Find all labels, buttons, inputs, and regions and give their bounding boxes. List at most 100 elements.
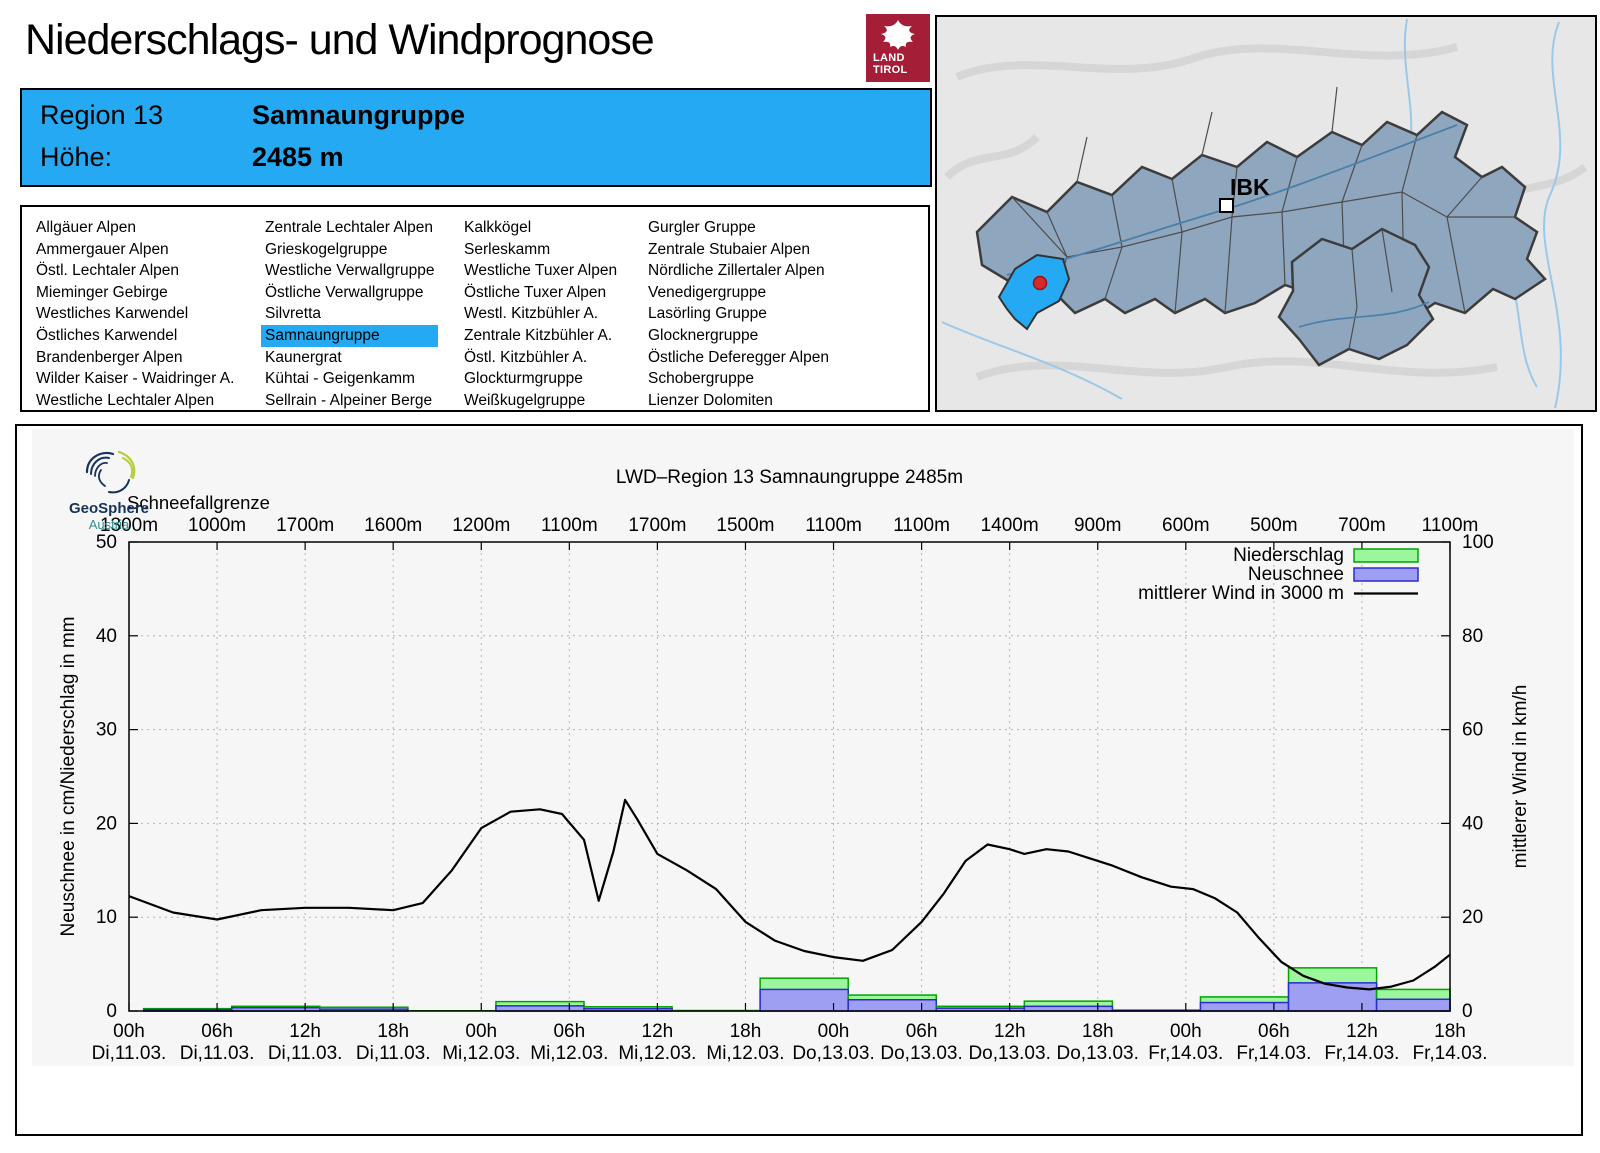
- xtick-date-label: Fr,14.03.: [1148, 1043, 1223, 1064]
- region-list-item[interactable]: Lasörling Gruppe: [648, 305, 767, 323]
- region-list-item[interactable]: Östliche Tuxer Alpen: [464, 283, 607, 301]
- ylabel-left: Neuschnee in cm/Niederschlag in mm: [58, 617, 79, 937]
- plot-background: [32, 429, 1574, 1066]
- snowline-value: 1200m: [452, 515, 510, 536]
- region-list-item[interactable]: Östliche Deferegger Alpen: [648, 348, 829, 366]
- region-list-item[interactable]: Venedigergruppe: [648, 283, 767, 301]
- geosphere-logo: GeoSphere Austria: [54, 446, 164, 532]
- region-list-item[interactable]: Östliches Karwendel: [36, 326, 178, 344]
- region-list-column-1: Zentrale Lechtaler Alpen Grieskogelgruppe…: [261, 217, 439, 411]
- snowline-value: 1300m: [100, 515, 158, 536]
- xtick-date-label: Do,13.03.: [880, 1043, 962, 1064]
- map-samnaungruppe-highlight[interactable]: [997, 253, 1071, 331]
- xtick-date-label: Fr,14.03.: [1324, 1043, 1399, 1064]
- ibk-marker: [1219, 198, 1234, 213]
- region-list-item[interactable]: Kühtai - Geigenkamm: [265, 370, 415, 388]
- xtick-time-label: 12h: [642, 1021, 674, 1042]
- ytick-right-label: 80: [1462, 626, 1483, 647]
- xtick-date-label: Di,11.03.: [180, 1043, 255, 1064]
- region-list-column-2: Kalkkögel Serleskamm Westliche Tuxer Alpen…: [460, 217, 621, 411]
- region-list-item[interactable]: Östl. Kitzbühler A.: [464, 348, 588, 366]
- neuschnee-bar: [1287, 982, 1378, 1012]
- geosphere-country: Austria: [88, 517, 130, 532]
- xtick-date-label: Mi,12.03.: [706, 1043, 784, 1064]
- tirol-eagle-icon: [881, 20, 915, 50]
- legend-label: Niederschlag: [1233, 545, 1344, 566]
- region-list-item[interactable]: Nördliche Zillertaler Alpen: [648, 262, 825, 280]
- xtick-time-label: 12h: [994, 1021, 1026, 1042]
- region-list-item[interactable]: Silvretta: [265, 305, 321, 323]
- region-list-item[interactable]: Westliche Tuxer Alpen: [464, 262, 618, 280]
- neuschnee-bar: [1375, 998, 1451, 1012]
- region-list-item[interactable]: Zentrale Stubaier Alpen: [648, 240, 810, 258]
- ytick-right-label: 0: [1462, 1001, 1473, 1022]
- ytick-left-label: 0: [106, 1001, 117, 1022]
- region-list-item[interactable]: Mieminger Gebirge: [36, 283, 168, 301]
- region-list-item[interactable]: Zentrale Kitzbühler A.: [464, 326, 613, 344]
- region-list-item[interactable]: Westliches Karwendel: [36, 305, 189, 323]
- xtick-time-label: 06h: [201, 1021, 233, 1042]
- landtirol-logo-text: LAND TIROL: [873, 52, 908, 76]
- ytick-left-label: 20: [96, 813, 117, 834]
- xtick-time-label: 18h: [730, 1021, 762, 1042]
- tirol-map[interactable]: IBK: [935, 15, 1597, 412]
- snowline-value: 1600m: [364, 515, 422, 536]
- region-list-item[interactable]: Glocknergruppe: [648, 326, 759, 344]
- region-list-item[interactable]: Allgäuer Alpen: [36, 219, 136, 236]
- snowline-value: 900m: [1074, 515, 1122, 536]
- xtick-time-label: 18h: [377, 1021, 409, 1042]
- region-list-item[interactable]: Weißkugelgruppe: [464, 391, 586, 409]
- region-list-item[interactable]: Grieskogelgruppe: [265, 240, 388, 258]
- xtick-time-label: 12h: [289, 1021, 321, 1042]
- region-location-dot: [1032, 275, 1048, 291]
- xtick-date-label: Fr,14.03.: [1413, 1043, 1488, 1064]
- xtick-date-label: Fr,14.03.: [1236, 1043, 1311, 1064]
- xtick-time-label: 12h: [1346, 1021, 1378, 1042]
- region-header-box: Region 13 Samnaungruppe Höhe: 2485 m: [20, 88, 932, 187]
- region-list-item[interactable]: Westl. Kitzbühler A.: [464, 305, 599, 323]
- ytick-right-label: 20: [1462, 907, 1483, 928]
- xtick-date-label: Do,13.03.: [968, 1043, 1050, 1064]
- region-list: Allgäuer Alpen Ammergauer Alpen Östl. Lech…: [20, 205, 930, 412]
- region-list-item[interactable]: Gurgler Gruppe: [648, 219, 756, 236]
- region-list-item[interactable]: Lienzer Dolomiten: [648, 391, 773, 409]
- region-list-item[interactable]: Schobergruppe: [648, 370, 754, 388]
- region-list-item[interactable]: Kaunergrat: [265, 348, 342, 366]
- region-list-item[interactable]: Ammergauer Alpen: [36, 240, 169, 258]
- xtick-date-label: Di,11.03.: [356, 1043, 431, 1064]
- region-list-column-3: Gurgler Gruppe Zentrale Stubaier Alpen Nör…: [644, 217, 833, 411]
- ylabel-right: mittlerer Wind in km/h: [1510, 685, 1531, 869]
- region-list-item[interactable]: Serleskamm: [464, 240, 551, 258]
- region-list-item[interactable]: Zentrale Lechtaler Alpen: [265, 219, 434, 236]
- region-list-item[interactable]: Glockturmgruppe: [464, 370, 583, 388]
- region-list-item[interactable]: Kalkkögel: [464, 219, 532, 236]
- region-list-item[interactable]: Sellrain - Alpeiner Berge: [265, 391, 433, 409]
- snowline-label: Schneefallgrenze: [127, 492, 270, 513]
- ytick-left-label: 40: [96, 626, 117, 647]
- region-list-item[interactable]: Westliche Lechtaler Alpen: [36, 391, 215, 409]
- region-list-item[interactable]: Östliche Verwallgruppe: [265, 283, 424, 301]
- snowline-value: 600m: [1162, 515, 1210, 536]
- ytick-right-label: 40: [1462, 813, 1483, 834]
- xtick-date-label: Di,11.03.: [92, 1043, 167, 1064]
- region-list-item[interactable]: Wilder Kaiser - Waidringer A.: [36, 370, 235, 388]
- xtick-time-label: 06h: [1258, 1021, 1290, 1042]
- xtick-time-label: 00h: [818, 1021, 850, 1042]
- xtick-time-label: 06h: [906, 1021, 938, 1042]
- forecast-plot: 0 10 20 30 40 50 0 20 40 60 80 100 00h 06h 12h 18h 00h 06…: [32, 429, 1574, 1066]
- legend-label: Neuschnee: [1248, 564, 1344, 585]
- neuschnee-bar: [495, 1005, 585, 1012]
- geosphere-logo-icon: [85, 450, 136, 494]
- page-title: Niederschlags- und Windprognose: [25, 16, 655, 64]
- ytick-left-label: 10: [96, 907, 117, 928]
- region-list-item[interactable]: Östl. Lechtaler Alpen: [36, 262, 180, 280]
- tirol-map-svg: IBK: [937, 17, 1595, 410]
- region-list-column-0: Allgäuer Alpen Ammergauer Alpen Östl. Lech…: [32, 217, 238, 411]
- snowline-value: 1700m: [276, 515, 334, 536]
- region-list-item[interactable]: Westliche Verwallgruppe: [265, 262, 435, 280]
- region-list-item[interactable]: Brandenberger Alpen: [36, 348, 183, 366]
- plot-frame: [128, 541, 1451, 1012]
- ibk-label: IBK: [1230, 174, 1270, 200]
- region-list-item-selected[interactable]: Samnaungruppe: [261, 324, 439, 347]
- xtick-date-label: Mi,12.03.: [618, 1043, 696, 1064]
